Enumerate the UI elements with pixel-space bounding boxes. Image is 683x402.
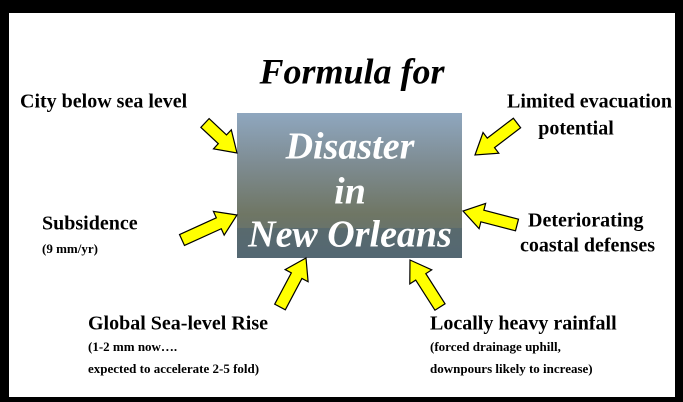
- factor-note: (forced drainage uphill,: [430, 339, 561, 354]
- factor-note: (1-2 mm now….: [88, 339, 177, 354]
- factor-label: Deteriorating: [528, 210, 644, 232]
- factor-note: downpours likely to increase): [430, 361, 593, 376]
- factor-label: potential: [538, 118, 614, 140]
- factor-label: Subsidence: [42, 213, 138, 235]
- factor-label: Limited evacuation: [507, 91, 672, 113]
- center-text: Disaster: [285, 126, 416, 168]
- factor-label: Locally heavy rainfall: [430, 313, 617, 335]
- factor-note: expected to accelerate 2-5 fold): [88, 361, 259, 376]
- factor-label: coastal defenses: [520, 235, 655, 257]
- factor-note: (9 mm/yr): [42, 241, 98, 256]
- slide: Formula for Disaster in New Orleans City…: [0, 0, 683, 402]
- center-text: New Orleans: [247, 214, 452, 256]
- title: Formula for: [258, 51, 445, 91]
- factor-label: Global Sea-level Rise: [88, 313, 268, 335]
- factor-label: City below sea level: [20, 91, 188, 113]
- center-text: in: [334, 171, 366, 213]
